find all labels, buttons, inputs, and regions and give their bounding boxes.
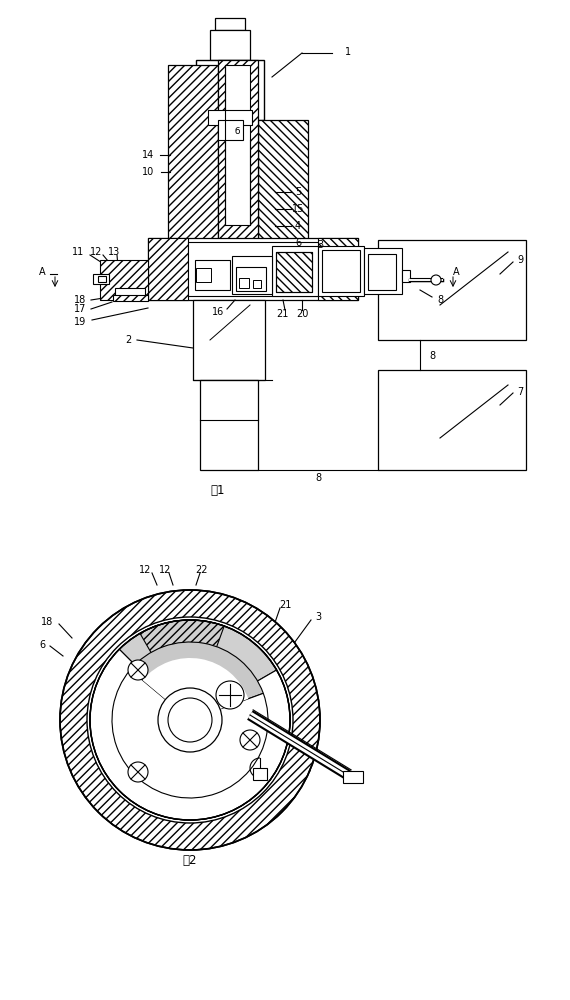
- Circle shape: [128, 660, 148, 680]
- Text: 图2: 图2: [183, 854, 197, 866]
- Text: 18: 18: [41, 617, 53, 627]
- Text: 10: 10: [142, 167, 154, 177]
- Bar: [196, 60, 264, 120]
- Circle shape: [87, 617, 293, 823]
- Bar: [258, 120, 308, 240]
- Bar: [113, 295, 148, 301]
- Text: 6: 6: [39, 640, 45, 650]
- Circle shape: [431, 275, 441, 285]
- Bar: [218, 120, 243, 140]
- Wedge shape: [90, 649, 290, 820]
- Text: 4: 4: [295, 221, 301, 231]
- Bar: [225, 65, 250, 225]
- Bar: [364, 248, 402, 294]
- Bar: [253, 280, 261, 288]
- Bar: [188, 242, 318, 296]
- Bar: [402, 270, 410, 282]
- Text: 20: 20: [296, 309, 308, 319]
- Circle shape: [216, 681, 244, 709]
- Text: A: A: [39, 267, 45, 277]
- Wedge shape: [122, 720, 258, 788]
- Bar: [196, 268, 211, 282]
- Wedge shape: [112, 670, 268, 798]
- Text: 5: 5: [295, 187, 301, 197]
- Text: A: A: [453, 267, 459, 277]
- Text: 9: 9: [517, 255, 523, 265]
- Text: 14: 14: [142, 150, 154, 160]
- Circle shape: [128, 762, 148, 782]
- Bar: [168, 65, 218, 240]
- Bar: [236, 267, 266, 291]
- Bar: [148, 238, 358, 300]
- Bar: [215, 18, 245, 30]
- Text: 3: 3: [317, 240, 323, 250]
- Text: 16: 16: [212, 307, 224, 317]
- Bar: [276, 252, 312, 292]
- Text: 8: 8: [315, 473, 321, 483]
- Bar: [200, 380, 258, 470]
- Bar: [115, 268, 148, 292]
- Text: 19: 19: [74, 317, 86, 327]
- Wedge shape: [119, 620, 276, 720]
- Circle shape: [240, 730, 260, 750]
- Circle shape: [60, 590, 320, 850]
- Text: 2: 2: [125, 335, 131, 345]
- Text: 12: 12: [90, 247, 102, 257]
- Bar: [378, 240, 526, 340]
- Bar: [109, 264, 125, 296]
- Bar: [318, 238, 358, 300]
- Circle shape: [168, 698, 212, 742]
- Bar: [276, 252, 312, 292]
- Bar: [98, 276, 106, 282]
- Text: 图1: 图1: [211, 484, 225, 496]
- Bar: [193, 300, 265, 380]
- Text: 22: 22: [196, 565, 208, 575]
- Bar: [253, 768, 267, 780]
- Bar: [210, 30, 250, 60]
- Text: 20: 20: [299, 765, 311, 775]
- Bar: [208, 110, 252, 125]
- Text: 21: 21: [279, 600, 291, 610]
- Text: 8: 8: [437, 295, 443, 305]
- Bar: [195, 260, 230, 290]
- Text: 12: 12: [139, 565, 151, 575]
- Text: 13: 13: [108, 247, 120, 257]
- Bar: [272, 246, 318, 296]
- Text: 3: 3: [315, 612, 321, 622]
- Bar: [368, 254, 396, 290]
- Bar: [93, 274, 109, 284]
- Circle shape: [158, 688, 222, 752]
- Text: 6: 6: [295, 238, 301, 248]
- Text: 15: 15: [292, 204, 304, 214]
- Bar: [318, 246, 364, 296]
- Bar: [115, 288, 145, 296]
- Text: 18: 18: [74, 295, 86, 305]
- Bar: [232, 256, 272, 294]
- Wedge shape: [122, 652, 258, 720]
- Bar: [218, 60, 258, 245]
- Text: 17: 17: [74, 304, 86, 314]
- Text: б: б: [234, 127, 240, 136]
- Text: 7: 7: [517, 387, 523, 397]
- Text: 12: 12: [159, 565, 171, 575]
- Circle shape: [90, 620, 290, 820]
- Text: 8: 8: [429, 351, 435, 361]
- Wedge shape: [131, 642, 263, 720]
- Text: 21: 21: [276, 309, 288, 319]
- Text: 11: 11: [72, 247, 84, 257]
- Bar: [378, 370, 526, 470]
- Bar: [322, 250, 360, 292]
- Bar: [100, 260, 148, 300]
- Wedge shape: [142, 658, 249, 720]
- Bar: [148, 238, 188, 300]
- Bar: [239, 278, 249, 288]
- Text: 1: 1: [345, 47, 351, 57]
- Bar: [343, 771, 363, 783]
